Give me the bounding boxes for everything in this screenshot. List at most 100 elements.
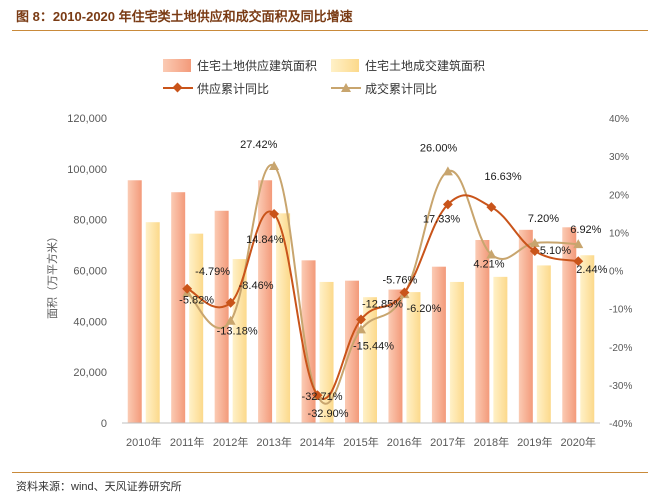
figure-title: 图 8：2010-2020 年住宅类土地供应和成交面积及同比增速	[16, 9, 353, 24]
bar-deal-area	[319, 281, 334, 423]
y2-tick-label: -10%	[609, 305, 632, 316]
bar-deal-area	[276, 213, 291, 423]
data-label-deal-yoy: -15.44%	[353, 340, 394, 352]
y2-tick-label: 20%	[609, 190, 629, 201]
x-tick-label: 2017年	[430, 435, 465, 449]
data-label-deal-yoy: 4.21%	[473, 258, 504, 270]
legend: 住宅土地供应建筑面积 住宅土地成交建筑面积 供应累计同比 成交累计同比	[163, 58, 485, 96]
legend-label-deal-yoy: 成交累计同比	[365, 81, 437, 96]
legend-label-deal-bar: 住宅土地成交建筑面积	[365, 58, 485, 73]
marker-deal-yoy	[486, 249, 497, 259]
y-tick-label: 100,000	[67, 164, 107, 176]
data-label-deal-yoy: -32.90%	[308, 408, 349, 420]
marker-deal-yoy	[442, 166, 453, 176]
left-axis-ticks: 0 20,000 40,000 60,000 80,000 100,000 120,000	[67, 113, 107, 430]
y2-tick-label: -20%	[609, 343, 632, 354]
legend-marker-deal-yoy	[341, 83, 351, 92]
marker-deal-yoy	[356, 324, 366, 334]
right-axis-ticks: -40% -30% -20% -10% 0% 10% 20% 30% 40%	[609, 114, 632, 430]
bar-deal-area	[449, 281, 464, 423]
bar-deal-area	[189, 233, 204, 423]
y-tick-label: 120,000	[67, 113, 107, 125]
bar-supply-area	[518, 229, 533, 423]
marker-supply-yoy	[529, 246, 540, 257]
y2-tick-label: 40%	[609, 114, 629, 125]
data-label-deal-yoy: 27.42%	[240, 139, 278, 151]
data-label-supply-yoy: 5.10%	[540, 245, 571, 257]
bar-deal-area	[406, 292, 421, 423]
x-tick-label: 2010年	[126, 435, 161, 449]
yoy-lines	[182, 160, 584, 405]
x-tick-label: 2018年	[474, 435, 509, 449]
data-label-supply-yoy: -5.76%	[382, 274, 417, 286]
y2-tick-label: -40%	[609, 419, 632, 430]
data-label-supply-yoy: 2.44%	[576, 264, 607, 276]
data-label-supply-yoy: 14.84%	[246, 234, 284, 246]
x-tick-label: 2014年	[300, 435, 335, 449]
marker-deal-yoy	[225, 315, 236, 325]
legend-label-supply-bar: 住宅土地供应建筑面积	[197, 58, 317, 73]
marker-supply-yoy	[312, 390, 323, 401]
y2-tick-label: 10%	[609, 228, 629, 239]
bar-deal-area	[493, 276, 508, 423]
x-tick-label: 2016年	[387, 435, 422, 449]
legend-swatch-supply-bar	[163, 59, 191, 72]
y-tick-label: 80,000	[73, 215, 107, 227]
bar-deal-area	[363, 297, 377, 423]
y2-tick-label: -30%	[609, 381, 632, 392]
y-tick-label: 60,000	[73, 266, 107, 278]
bar-supply-area	[475, 240, 490, 423]
x-tick-label: 2019年	[517, 435, 552, 449]
data-label-deal-yoy: -13.18%	[217, 326, 258, 338]
bar-deal-area	[145, 222, 160, 423]
x-tick-label: 2012年	[213, 435, 248, 449]
y-tick-label: 20,000	[73, 367, 107, 379]
x-tick-label: 2013年	[256, 435, 291, 449]
data-label-deal-yoy: -6.20%	[406, 303, 441, 315]
marker-supply-yoy	[356, 314, 366, 325]
marker-supply-yoy	[442, 199, 453, 210]
bar-supply-area	[214, 210, 229, 423]
marker-supply-yoy	[182, 283, 193, 294]
data-label-supply-yoy: 16.63%	[484, 171, 522, 183]
bar-deal-area	[232, 259, 247, 423]
data-label-supply-yoy: -32.71%	[302, 391, 343, 403]
y2-tick-label: 30%	[609, 152, 629, 163]
y-axis-label: 面积（万平方米）	[45, 231, 59, 319]
bar-supply-area	[345, 280, 359, 423]
marker-supply-yoy	[486, 202, 497, 213]
bar-deal-area	[536, 265, 551, 423]
data-label-deal-yoy: 6.92%	[570, 224, 601, 236]
legend-label-supply-yoy: 供应累计同比	[197, 81, 269, 96]
marker-supply-yoy	[269, 208, 280, 219]
data-label-supply-yoy: 17.33%	[423, 213, 461, 225]
x-tick-label: 2015年	[343, 435, 378, 449]
bar-supply-area	[431, 266, 446, 423]
marker-supply-yoy	[399, 287, 410, 298]
marker-deal-yoy	[269, 160, 280, 170]
bar-supply-area	[258, 180, 273, 423]
y-tick-label: 0	[101, 418, 107, 430]
legend-marker-supply-yoy	[172, 82, 183, 93]
data-label-supply-yoy: -4.79%	[195, 266, 230, 278]
data-labels: -4.79% -5.82% -8.46% -13.18% 14.84% 27.42% -32…	[179, 139, 608, 420]
bar-deal-area	[580, 255, 595, 423]
x-tick-label: 2020年	[561, 435, 596, 449]
y2-tick-label: 0%	[609, 267, 624, 278]
bar-supply-area	[127, 180, 142, 423]
data-label-deal-yoy: -5.82%	[179, 295, 214, 307]
data-label-supply-yoy: -8.46%	[239, 280, 274, 292]
data-label-deal-yoy: 26.00%	[420, 142, 458, 154]
data-label-supply-yoy: -12.85%	[362, 298, 403, 310]
source-divider	[12, 472, 648, 473]
title-divider	[12, 30, 648, 31]
legend-swatch-deal-bar	[331, 59, 359, 72]
marker-deal-yoy	[573, 239, 584, 249]
x-axis-ticks: 2010年 2011年 2012年 2013年 2014年 2015年 2016年 2017年…	[126, 435, 596, 449]
x-tick-label: 2011年	[170, 435, 205, 449]
bars	[127, 180, 595, 423]
source-note: 资料来源：wind、天风证券研究所	[16, 481, 182, 493]
marker-supply-yoy	[573, 256, 584, 267]
bar-supply-area	[562, 227, 577, 423]
